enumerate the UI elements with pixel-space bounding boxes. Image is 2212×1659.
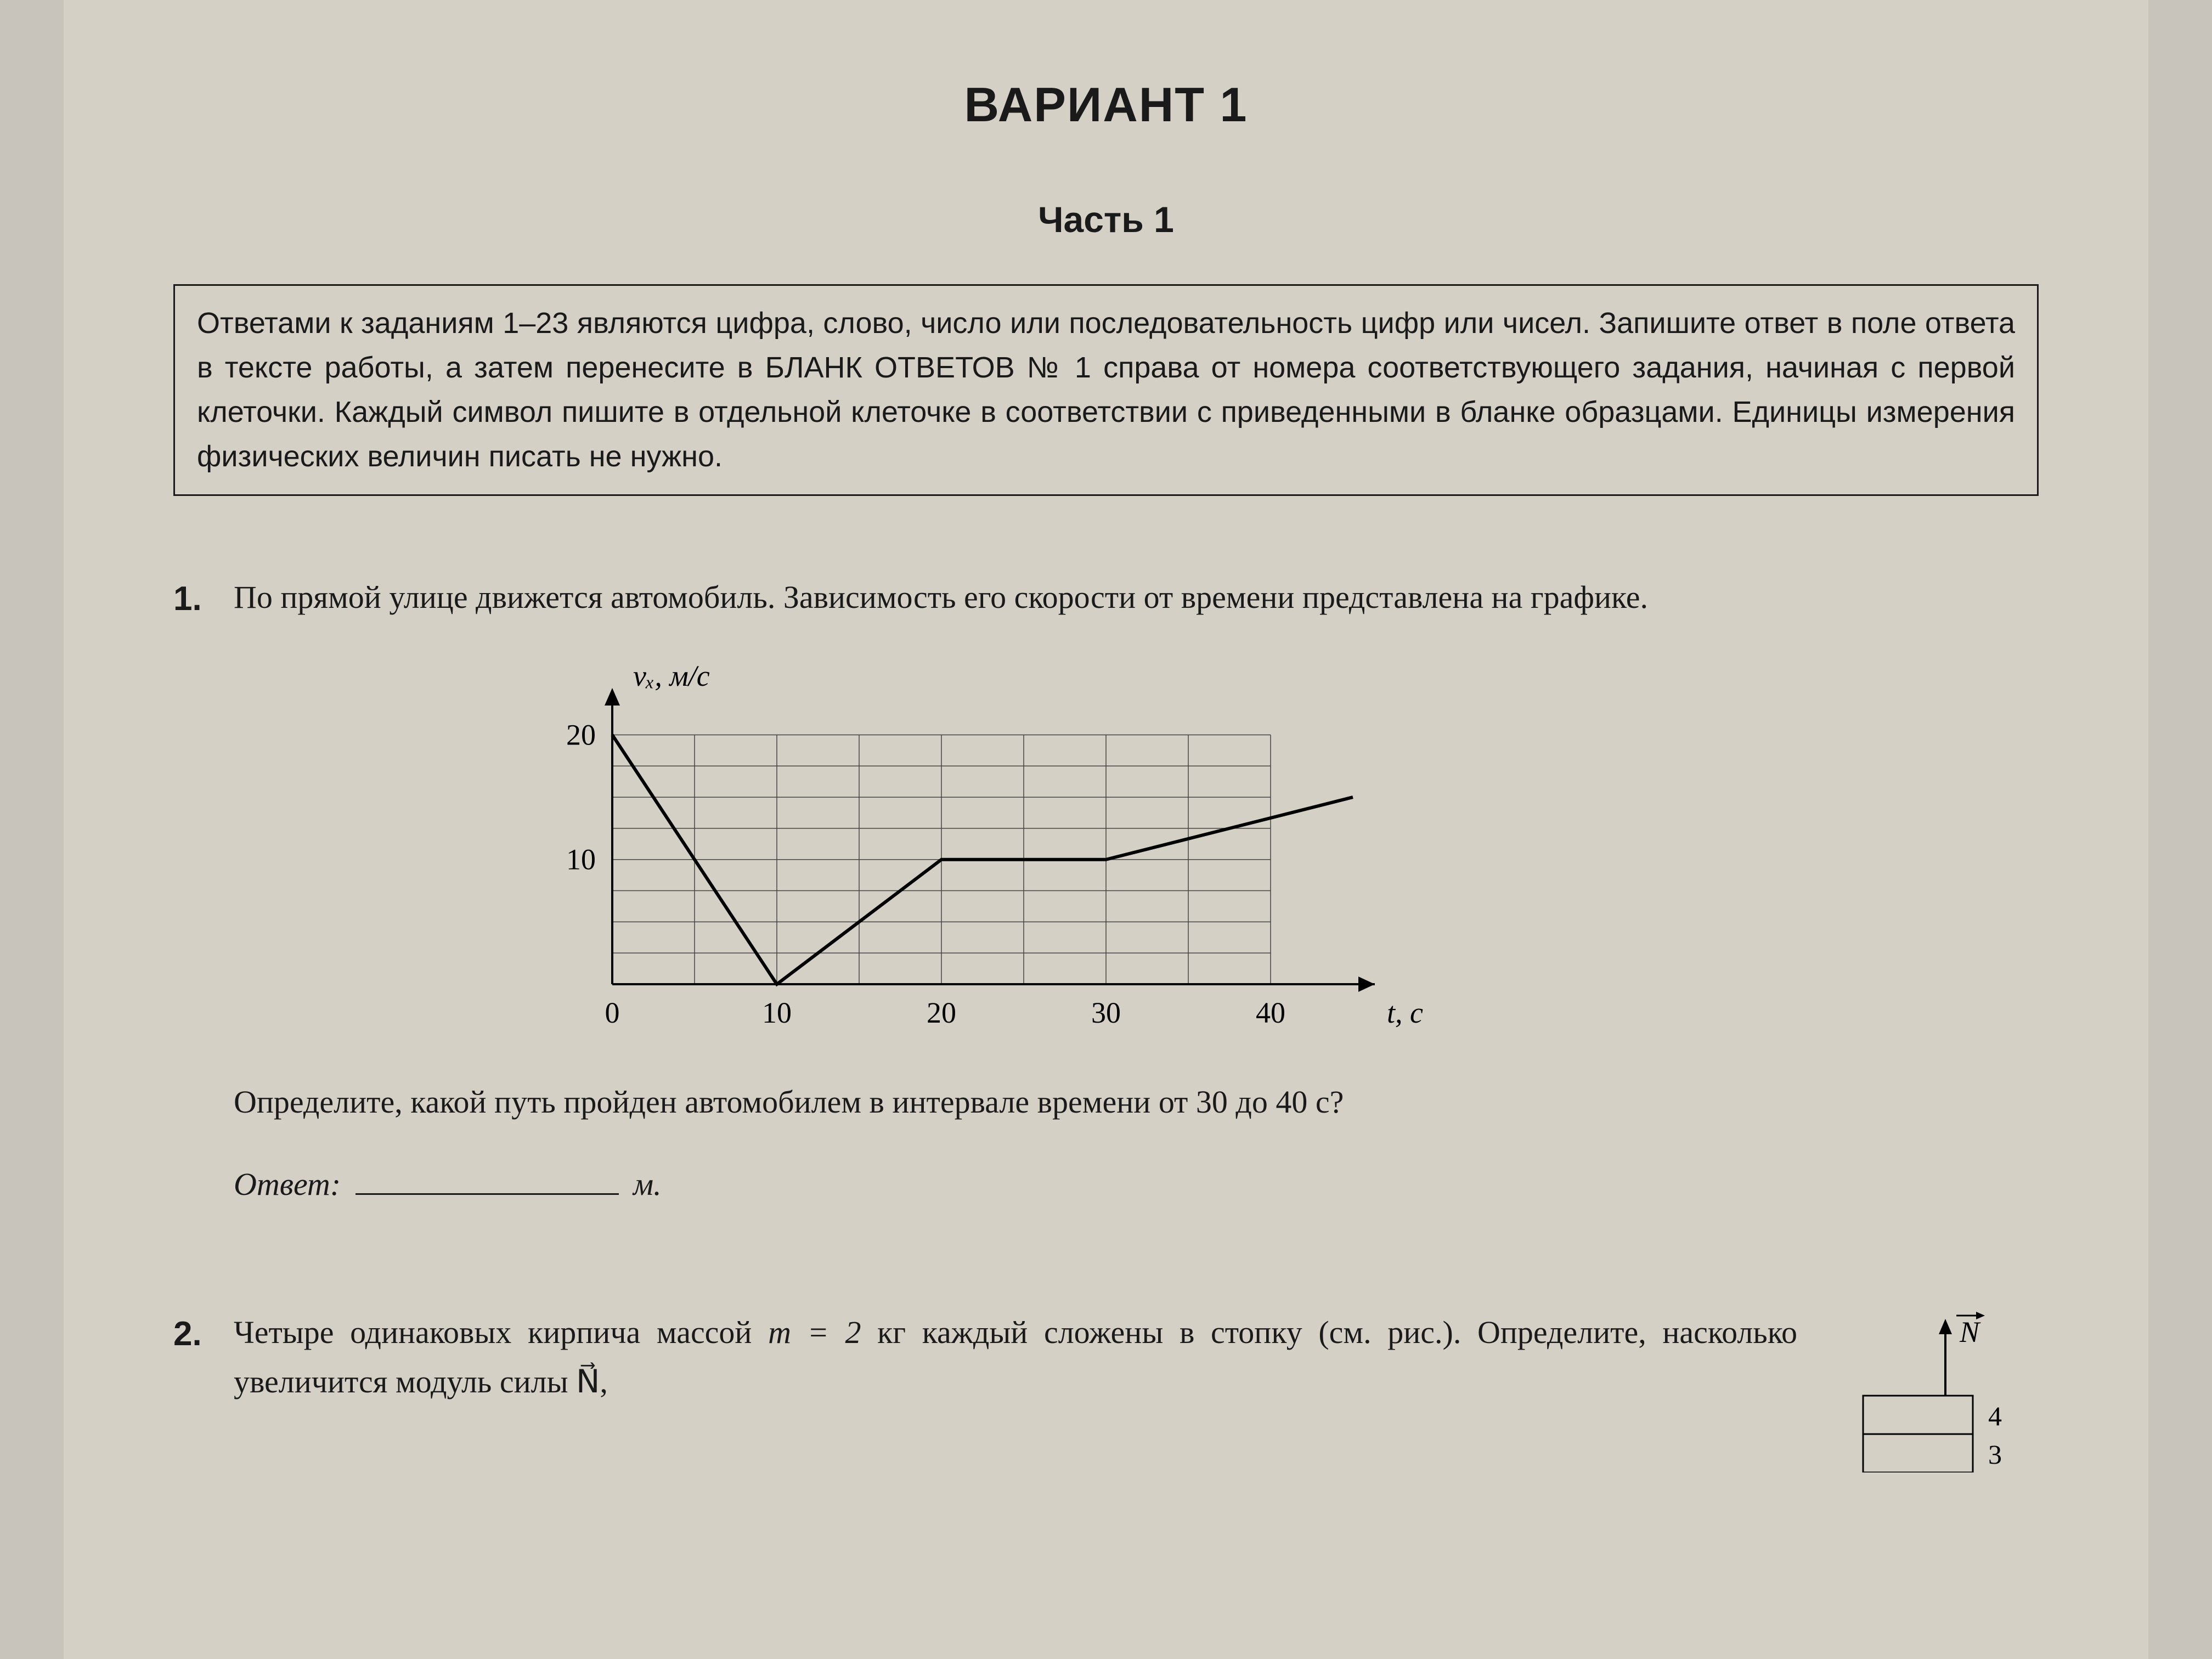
task-2-text: Четыре одинаковых кирпича массой m = 2 к…	[234, 1308, 1797, 1407]
task-1-number: 1.	[173, 573, 212, 625]
brick-diagram: N 4 3	[1830, 1308, 2039, 1472]
velocity-chart-svg: 0 10 20 30 40 10 20 vₓ, м/с t, с	[519, 661, 1452, 1045]
svg-text:40: 40	[1256, 996, 1285, 1029]
task-2-force-symbol: N⃗,	[576, 1364, 608, 1400]
task-1-answer-line: Ответ: м.	[234, 1160, 2039, 1209]
task-1-question: Определите, какой путь пройден автомобил…	[234, 1077, 2039, 1127]
svg-text:N: N	[1959, 1316, 1981, 1348]
svg-text:20: 20	[927, 996, 956, 1029]
svg-text:30: 30	[1091, 996, 1121, 1029]
answer-unit: м.	[633, 1166, 662, 1202]
svg-text:4: 4	[1988, 1401, 2002, 1431]
answer-label: Ответ:	[234, 1166, 341, 1202]
svg-text:0: 0	[605, 996, 620, 1029]
answer-blank[interactable]	[356, 1166, 619, 1195]
svg-text:10: 10	[762, 996, 792, 1029]
instructions-box: Ответами к заданиям 1–23 являются цифра,…	[173, 284, 2039, 496]
task-2-text-a: Четыре одинаковых кирпича массой	[234, 1314, 768, 1350]
part-title: Часть 1	[173, 199, 2039, 240]
page-container: ВАРИАНТ 1 Часть 1 Ответами к заданиям 1–…	[64, 0, 2148, 1659]
instructions-text: Ответами к заданиям 1–23 являются цифра,…	[197, 307, 2015, 473]
velocity-chart: 0 10 20 30 40 10 20 vₓ, м/с t, с	[519, 661, 2039, 1045]
task-2-mass: m = 2	[768, 1314, 861, 1350]
task-1-body: По прямой улице движется автомобиль. Зав…	[234, 573, 2039, 1286]
task-1: 1. По прямой улице движется автомобиль. …	[173, 573, 2039, 1286]
task-2: 2. Четыре одинаковых кирпича массой m = …	[173, 1308, 2039, 1472]
svg-text:vₓ, м/с: vₓ, м/с	[633, 661, 710, 692]
svg-text:20: 20	[566, 718, 596, 751]
svg-text:t, с: t, с	[1387, 996, 1423, 1029]
task-2-number: 2.	[173, 1308, 212, 1361]
svg-text:3: 3	[1988, 1439, 2002, 1470]
svg-text:10: 10	[566, 843, 596, 876]
variant-title: ВАРИАНТ 1	[173, 77, 2039, 133]
task-2-body: Четыре одинаковых кирпича массой m = 2 к…	[234, 1308, 2039, 1472]
task-1-intro: По прямой улице движется автомобиль. Зав…	[234, 573, 2039, 622]
